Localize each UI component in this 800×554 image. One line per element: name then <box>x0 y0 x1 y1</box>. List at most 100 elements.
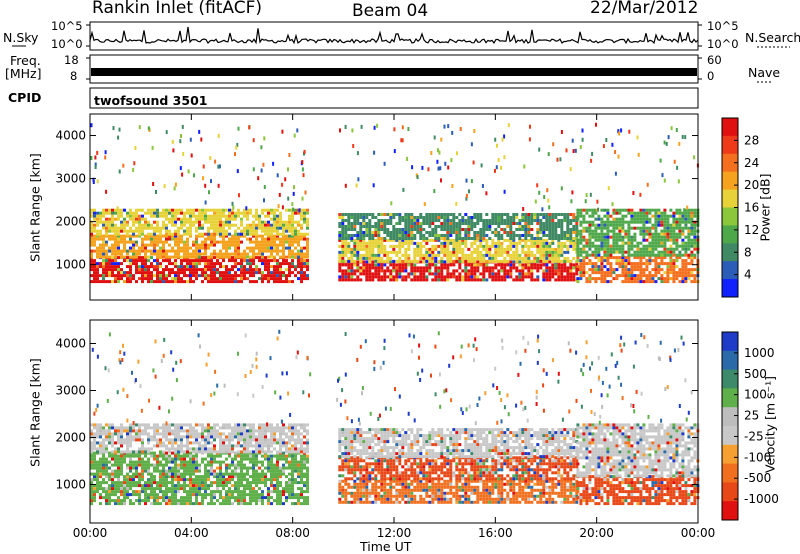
heatmap-cell <box>539 241 543 245</box>
heatmap-cell <box>566 256 570 260</box>
heatmap-cell <box>690 226 694 230</box>
heatmap-cell <box>341 259 345 263</box>
heatmap-cell <box>636 211 640 215</box>
heatmap-cell <box>437 253 441 257</box>
heatmap-cell <box>624 232 628 236</box>
heatmap-cell <box>138 268 141 272</box>
heatmap-cell <box>204 265 207 269</box>
heatmap-cell <box>654 253 658 257</box>
heatmap-cell <box>177 229 180 233</box>
heatmap-cell <box>207 475 210 479</box>
heatmap-cell <box>96 478 99 482</box>
heatmap-cell <box>648 232 652 236</box>
heatmap-cell <box>183 220 186 224</box>
heatmap-scatter <box>351 128 354 133</box>
heatmap-cell <box>356 234 360 237</box>
heatmap-cell <box>627 223 631 227</box>
heatmap-cell <box>300 271 303 275</box>
heatmap-cell <box>512 250 516 254</box>
heatmap-cell <box>533 263 537 267</box>
heatmap-cell <box>297 243 300 247</box>
heatmap-cell <box>557 225 561 228</box>
heatmap-cell <box>503 256 507 260</box>
heatmap-cell <box>371 225 375 228</box>
heatmap-cell <box>297 277 300 281</box>
heatmap-cell <box>434 234 438 237</box>
heatmap-cell <box>413 250 417 254</box>
heatmap-cell <box>576 229 580 233</box>
heatmap-cell <box>413 228 417 231</box>
heatmap-cell <box>639 250 643 254</box>
heatmap-cell <box>201 499 204 503</box>
heatmap-cell <box>207 262 210 266</box>
heatmap-cell <box>216 271 219 275</box>
heatmap-cell <box>273 487 276 491</box>
heatmap-cell <box>530 222 534 225</box>
heatmap-cell <box>156 487 159 491</box>
heatmap-cell <box>225 493 228 497</box>
heatmap-cell <box>597 250 601 254</box>
colorbar-segment <box>722 118 738 137</box>
heatmap-cell <box>198 232 201 236</box>
heatmap-cell <box>407 272 411 276</box>
heatmap-cell <box>240 502 243 506</box>
heatmap-cell <box>225 246 228 250</box>
heatmap-cell <box>147 234 150 238</box>
heatmap-cell <box>440 213 444 216</box>
heatmap-cell <box>440 241 444 245</box>
heatmap-cell <box>630 208 634 212</box>
heatmap-cell <box>422 272 426 276</box>
heatmap-cell <box>219 255 222 259</box>
heatmap-cell <box>156 469 159 473</box>
heatmap-cell <box>585 256 589 260</box>
heatmap-cell <box>306 274 309 278</box>
heatmap-cell <box>228 214 231 218</box>
heatmap-cell <box>255 265 258 269</box>
heatmap-cell <box>102 280 105 284</box>
heatmap-cell <box>201 487 204 491</box>
heatmap-cell <box>482 244 486 248</box>
heatmap-cell <box>282 502 285 506</box>
heatmap-cell <box>99 237 102 241</box>
heatmap-cell <box>117 487 120 491</box>
heatmap-cell <box>93 463 96 467</box>
heatmap-cell <box>228 463 231 467</box>
heatmap-cell <box>428 219 432 222</box>
heatmap-cell <box>512 263 516 267</box>
heatmap-cell <box>654 238 658 242</box>
heatmap-cell <box>633 235 637 239</box>
heatmap-cell <box>419 234 423 237</box>
heatmap-cell <box>288 280 291 284</box>
heatmap-cell <box>135 490 138 494</box>
heatmap-cell <box>624 214 628 218</box>
heatmap-cell <box>690 280 694 284</box>
heatmap-cell <box>174 493 177 497</box>
heatmap-cell <box>618 211 622 215</box>
heatmap-cell <box>690 274 694 278</box>
heatmap-cell <box>153 252 156 256</box>
heatmap-cell <box>153 232 156 236</box>
heatmap-cell <box>398 275 402 279</box>
heatmap-cell <box>192 487 195 491</box>
heatmap-cell <box>231 268 234 272</box>
heatmap-cell <box>365 222 369 225</box>
heatmap-scatter <box>459 127 462 131</box>
colorbar-segment <box>722 261 738 280</box>
heatmap-cell <box>639 229 643 233</box>
heatmap-scatter <box>193 173 195 178</box>
heatmap-cell <box>353 213 357 216</box>
heatmap-cell <box>234 481 237 485</box>
heatmap-cell <box>612 232 616 236</box>
heatmap-cell <box>545 216 549 219</box>
heatmap-cell <box>660 268 664 272</box>
heatmap-cell <box>171 277 174 281</box>
heatmap-cell <box>108 454 111 458</box>
heatmap-scatter <box>411 165 414 170</box>
heatmap-cell <box>410 237 414 240</box>
heatmap-cell <box>566 244 570 248</box>
heatmap-cell <box>300 490 303 494</box>
heatmap-cell <box>99 502 102 506</box>
heatmap-cell <box>225 499 228 503</box>
heatmap-cell <box>276 229 279 233</box>
heatmap-cell <box>90 240 93 244</box>
